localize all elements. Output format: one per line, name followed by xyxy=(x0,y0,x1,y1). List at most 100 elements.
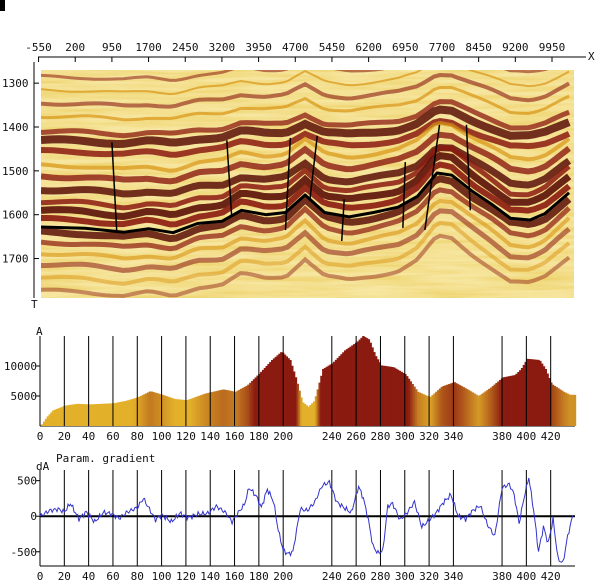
fault-line xyxy=(111,142,118,233)
amplitude-y-ticks: 5000 10000 xyxy=(4,360,40,403)
amplitude-bar xyxy=(349,346,352,426)
amplitude-bar xyxy=(548,378,551,426)
amplitude-bar xyxy=(314,396,318,426)
amplitude-bar xyxy=(557,388,560,426)
amplitude-bar xyxy=(287,358,290,426)
amplitude-bar xyxy=(258,373,261,426)
amplitude-bar xyxy=(571,394,575,426)
amplitude-bar xyxy=(97,403,101,426)
amplitude-bar xyxy=(234,391,237,426)
gradient-x-tick-label: 400 xyxy=(516,570,536,583)
amplitude-bar xyxy=(289,360,292,426)
amplitude-bar xyxy=(90,404,93,426)
amplitude-bar xyxy=(179,399,183,426)
amplitude-y-tick-label: 10000 xyxy=(4,360,37,373)
amplitude-bar xyxy=(489,387,493,426)
amplitude-bar xyxy=(192,397,195,426)
amplitude-bar xyxy=(422,394,425,426)
amplitude-bar xyxy=(94,404,97,426)
amplitude-bar xyxy=(225,390,228,426)
amplitude-bar xyxy=(415,389,418,426)
amplitude-bars xyxy=(41,336,577,426)
amplitude-bar xyxy=(274,356,278,426)
amplitude-bar xyxy=(362,336,365,426)
gradient-title: Param. gradient xyxy=(56,452,155,465)
amplitude-bar xyxy=(309,405,312,426)
amplitude-bar xyxy=(435,391,438,426)
amplitude-x-tick-label: 180 xyxy=(249,430,269,443)
amplitude-x-tick-label: 120 xyxy=(176,430,196,443)
amplitude-bar xyxy=(227,390,230,426)
amplitude-bar xyxy=(522,364,526,426)
amplitude-x-ticks: 0 20 40 60 80 100 120 140 160 180 200 240 260 280 300 3… xyxy=(37,430,561,443)
amplitude-bar xyxy=(495,383,498,426)
amplitude-bar xyxy=(509,375,513,426)
reflector-band xyxy=(41,99,571,139)
amplitude-x-tick-label: 260 xyxy=(346,430,366,443)
amplitude-bar xyxy=(263,367,267,426)
amplitude-bar xyxy=(59,407,62,426)
amplitude-bar xyxy=(573,394,577,426)
amplitude-bar xyxy=(205,393,208,426)
amplitude-bar xyxy=(480,393,484,426)
amplitude-bar xyxy=(199,395,203,426)
amplitude-bar xyxy=(154,392,157,426)
reflector-band xyxy=(41,120,571,173)
seismic-panel: -550 200 950 1700 2450 3200 3950 4700 5450 6200 69… xyxy=(2,41,595,311)
amplitude-bar xyxy=(99,403,102,426)
amplitude-bar xyxy=(473,393,476,426)
y-tick-label: 1600 xyxy=(2,209,29,222)
x-tick-label: 3200 xyxy=(209,41,236,54)
amplitude-bar xyxy=(187,399,190,426)
gradient-x-tick-label: 200 xyxy=(273,570,293,583)
amplitude-bar xyxy=(382,365,385,426)
amplitude-bar xyxy=(276,355,279,426)
amplitude-bar xyxy=(433,393,436,426)
amplitude-bar xyxy=(555,387,558,426)
gradient-x-tick-label: 380 xyxy=(492,570,512,583)
fault-line xyxy=(309,135,319,200)
amplitude-bar xyxy=(196,396,199,426)
amplitude-bar xyxy=(411,383,414,426)
amplitude-bar xyxy=(347,347,351,426)
amplitude-bar xyxy=(267,363,270,426)
gradient-x-tick-label: 280 xyxy=(371,570,391,583)
y-axis-label: T xyxy=(31,298,38,311)
amplitude-bar xyxy=(223,389,227,426)
amplitude-bar xyxy=(157,393,161,426)
amplitude-bar xyxy=(79,403,82,426)
amplitude-bar xyxy=(103,403,106,426)
gradient-y-label: dA xyxy=(36,460,50,473)
amplitude-bar xyxy=(369,342,372,426)
amplitude-bar xyxy=(300,397,303,426)
amplitude-bar xyxy=(323,367,327,426)
amplitude-bar xyxy=(165,396,168,426)
amplitude-bar xyxy=(66,405,70,426)
picked-horizon xyxy=(41,171,571,235)
amplitude-bar xyxy=(395,368,398,426)
gradient-x-tick-label: 80 xyxy=(131,570,144,583)
y-tick-label: 1700 xyxy=(2,253,29,266)
amplitude-bar xyxy=(551,384,555,426)
reflector-band xyxy=(41,187,571,252)
amplitude-bar xyxy=(147,392,150,426)
amplitude-bar xyxy=(364,337,367,426)
amplitude-bar xyxy=(130,399,133,426)
amplitude-bar xyxy=(250,381,254,426)
amplitude-bar xyxy=(469,391,473,426)
amplitude-bar xyxy=(50,412,53,426)
reflector-band xyxy=(41,72,571,109)
amplitude-bar xyxy=(440,386,444,426)
x-tick-label: 1700 xyxy=(135,41,162,54)
amplitude-bar xyxy=(371,347,374,426)
amplitude-bar xyxy=(478,395,482,426)
x-tick-label: 2450 xyxy=(172,41,199,54)
amplitude-x-tick-label: 100 xyxy=(152,430,172,443)
amplitude-bar xyxy=(74,404,77,426)
amplitude-bar xyxy=(207,392,210,426)
amplitude-bar xyxy=(528,358,531,426)
amplitude-bar xyxy=(391,367,394,426)
amplitude-bar xyxy=(241,387,245,426)
reflector-band xyxy=(41,70,570,96)
reflector-bands xyxy=(41,70,572,298)
